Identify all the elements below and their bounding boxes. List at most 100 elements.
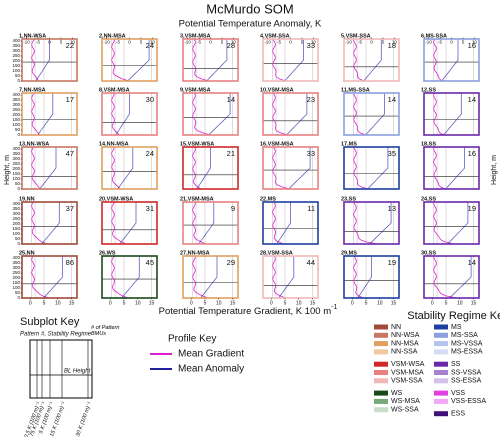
panel-label: 5,VSM-SSA xyxy=(341,33,371,39)
x-tick-label-top: 0 xyxy=(48,40,51,45)
y-tick-label: 300 xyxy=(12,211,20,216)
gradient-profile xyxy=(433,255,457,299)
x-label: Potential Temperature Gradient, K 100 m xyxy=(159,306,332,317)
gradient-profile xyxy=(433,38,443,82)
x-tick-label-top: -5 xyxy=(358,40,362,45)
x-tick-label-top: 0 xyxy=(289,40,292,45)
panel-count: 44 xyxy=(307,258,315,267)
x-tick-label-top: 0 xyxy=(370,40,373,45)
regime-swatch xyxy=(374,332,388,338)
regime-swatch xyxy=(434,411,448,417)
x-tick-label-top: 5 xyxy=(382,40,385,45)
threshold-label: 30 K (100 m)⁻¹ xyxy=(75,401,93,437)
regime-swatch xyxy=(374,349,388,355)
panel-label: 29,MS xyxy=(341,250,357,256)
x-tick-label-top: -10 xyxy=(345,40,352,45)
panel-count: 14 xyxy=(227,95,235,104)
panel-frame xyxy=(182,255,239,299)
regime-swatch xyxy=(434,324,448,330)
y-tick-label: 200 xyxy=(12,166,20,171)
regime-swatch xyxy=(374,361,388,367)
panel-count: 24 xyxy=(146,41,154,50)
x-tick-label-bottom: 0 xyxy=(190,300,193,306)
panel-label: 28,VSM-SSA xyxy=(260,250,293,256)
regime-swatch xyxy=(374,324,388,330)
x-tick-label-bottom: 15 xyxy=(471,300,477,306)
panel-count: 14 xyxy=(388,95,396,104)
y-tick-label: 300 xyxy=(12,265,20,270)
regime-swatch xyxy=(434,378,448,384)
gradient-profile xyxy=(272,255,287,299)
panel-frame xyxy=(343,201,400,245)
y-axis-label: Height, m xyxy=(4,155,11,185)
x-tick-label-top: -5 xyxy=(277,40,281,45)
regime-label: SS-VSSA xyxy=(451,369,482,376)
gradient-profile xyxy=(272,38,287,82)
x-tick-label-top: 0 xyxy=(209,40,212,45)
panel-label: 15,VSM-WSA xyxy=(180,141,214,147)
panel-count: 22 xyxy=(66,41,74,50)
x-tick-label-top: 0 xyxy=(128,40,131,45)
subplot-key-subtitle: Pattern #, Stability Regime xyxy=(20,332,92,338)
y-tick-label: 250 xyxy=(12,161,20,166)
anomaly-profile xyxy=(127,39,150,82)
regime-label: WS xyxy=(391,390,403,397)
x-tick-label-top: -10 xyxy=(184,40,191,45)
profile-key-label: Mean Anomaly xyxy=(178,364,244,375)
panel-frame xyxy=(182,201,239,245)
chart-title: McMurdo SOM xyxy=(206,1,293,16)
x-tick-label-bottom: 5 xyxy=(284,300,287,306)
anomaly-profile xyxy=(286,93,308,136)
y-tick-label: 300 xyxy=(12,102,20,107)
panel-label: 11,MS-SSA xyxy=(341,87,370,93)
y-tick-label: 400 xyxy=(12,255,20,260)
panel-label: 2,NN-MSA xyxy=(99,33,126,39)
panel-count: 16 xyxy=(468,41,476,50)
anomaly-profile xyxy=(288,147,311,190)
panel-label: 16,VSM-MSA xyxy=(260,141,294,147)
y-tick-label: 50 xyxy=(15,236,21,241)
gradient-profile xyxy=(353,39,365,82)
regime-label: SS-ESSA xyxy=(451,378,482,385)
panel-label: 25,NN xyxy=(19,250,35,256)
x-axis-label: Potential Temperature Gradient, K 100 m-… xyxy=(159,304,338,317)
x-tick-label-bottom: 10 xyxy=(55,300,61,306)
x-tick-label-top: -10 xyxy=(425,40,432,45)
x-tick-label-top: 5 xyxy=(60,40,63,45)
x-tick-label-top: 10 xyxy=(392,40,398,45)
gradient-profile xyxy=(192,38,209,82)
x-tick-label-bottom: 5 xyxy=(445,300,448,306)
panel-count: 9 xyxy=(231,204,235,213)
panel-count: 21 xyxy=(227,149,235,158)
gradient-profile xyxy=(31,38,39,82)
subplot-key-title: Subplot Key xyxy=(20,316,80,328)
y-tick-label: 150 xyxy=(12,117,20,122)
panel-count: 17 xyxy=(66,95,74,104)
panel-frame xyxy=(21,201,78,245)
y-tick-label: 200 xyxy=(12,58,20,63)
profile-key-title: Profile Key xyxy=(168,334,216,345)
anomaly-profile xyxy=(43,256,63,299)
x-tick-label-bottom: 10 xyxy=(296,300,302,306)
panel-count: 16 xyxy=(468,149,476,158)
y-tick-label: 400 xyxy=(12,38,20,43)
gradient-profile xyxy=(353,146,369,190)
y-tick-label: 250 xyxy=(12,270,20,275)
panel-frame xyxy=(182,92,239,136)
y-tick-label: 0 xyxy=(17,78,20,83)
subplot-key-bl-label: BL Height xyxy=(64,369,91,375)
subplot-key-box xyxy=(29,339,93,399)
gradient-profile xyxy=(272,201,284,245)
x-tick-label-bottom: 0 xyxy=(270,300,273,306)
y-tick-label: 350 xyxy=(12,43,20,48)
panel-label: 30,SS xyxy=(421,250,436,256)
x-tick-label-top: -10 xyxy=(264,40,271,45)
panel-frame xyxy=(343,255,400,299)
panel-label: 26,WS xyxy=(99,250,116,256)
y-tick-label: 50 xyxy=(15,127,21,132)
y-tick-label: 350 xyxy=(12,206,20,211)
y-tick-label: 100 xyxy=(12,285,20,290)
y-tick-label: 100 xyxy=(12,122,20,127)
gradient-profile xyxy=(353,92,367,136)
y-tick-label: 200 xyxy=(12,221,20,226)
